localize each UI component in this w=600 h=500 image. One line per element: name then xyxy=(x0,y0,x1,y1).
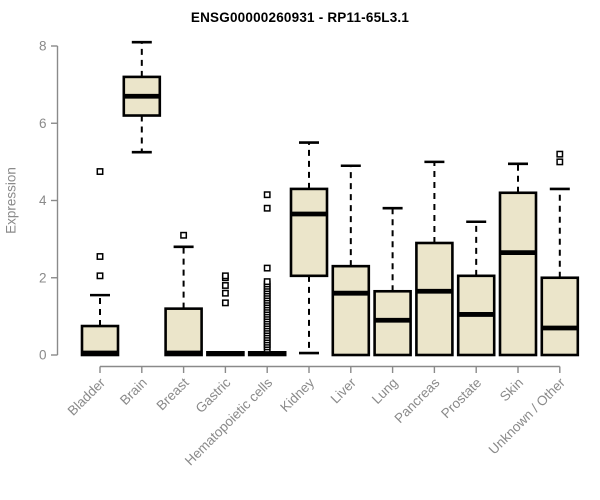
y-tick-label: 0 xyxy=(39,348,47,363)
boxplot-unknown-other xyxy=(540,150,580,357)
outlier-point xyxy=(221,272,229,280)
x-tick-label: Liver xyxy=(328,375,360,407)
outlier-point xyxy=(263,264,271,272)
outlier-point xyxy=(221,299,229,307)
boxplot-breast xyxy=(164,231,203,357)
box-iqr xyxy=(498,191,538,357)
x-tick-label: Pancreas xyxy=(392,375,443,426)
y-tick-label: 2 xyxy=(39,270,47,285)
x-tick-label: Kidney xyxy=(277,375,317,415)
boxplot-gastric xyxy=(206,272,245,357)
x-tick-label: Unknown / Other xyxy=(486,375,569,458)
boxplot-pancreas xyxy=(415,160,454,357)
outlier-point xyxy=(556,150,564,158)
boxplot-prostate xyxy=(456,220,496,357)
box-iqr xyxy=(289,187,329,278)
outlier-point xyxy=(96,272,104,280)
box-iqr xyxy=(80,324,120,357)
outlier-point xyxy=(221,282,229,289)
box-iqr xyxy=(373,289,412,357)
y-tick-label: 6 xyxy=(39,116,47,131)
x-tick-label: Skin xyxy=(497,375,526,404)
x-tick-label: Breast xyxy=(154,375,192,413)
y-tick-label: 4 xyxy=(39,193,47,208)
outlier-point xyxy=(221,289,229,297)
boxplot-kidney xyxy=(289,141,329,355)
x-tick-label: Lung xyxy=(369,375,401,407)
x-tick-label: Brain xyxy=(117,375,150,408)
outlier-point xyxy=(96,253,104,260)
outlier-point xyxy=(263,204,271,212)
boxplot-brain xyxy=(122,40,162,154)
boxplot-hematopoietic-cells xyxy=(247,191,287,357)
x-tick-label: Prostate xyxy=(438,375,484,421)
box-iqr xyxy=(331,264,371,357)
x-tick-label: Bladder xyxy=(65,375,109,419)
boxplot-bladder xyxy=(80,168,120,357)
boxplot-lung xyxy=(373,206,412,357)
outlier-point xyxy=(263,191,271,199)
box-iqr xyxy=(415,241,454,357)
outlier-point xyxy=(180,231,188,239)
box-iqr xyxy=(540,276,580,357)
boxplot-liver xyxy=(331,164,371,357)
boxplot-skin xyxy=(498,162,538,357)
box-iqr xyxy=(164,307,203,357)
outlier-point xyxy=(263,278,271,286)
y-tick-label: 8 xyxy=(39,39,47,54)
y-axis: 0 2 4 6 8 xyxy=(39,39,59,363)
outlier-point xyxy=(556,158,564,166)
chart-title: ENSG00000260931 - RP11-65L3.1 xyxy=(190,10,410,25)
x-tick-label: Gastric xyxy=(193,375,234,416)
outlier-point xyxy=(96,168,104,175)
